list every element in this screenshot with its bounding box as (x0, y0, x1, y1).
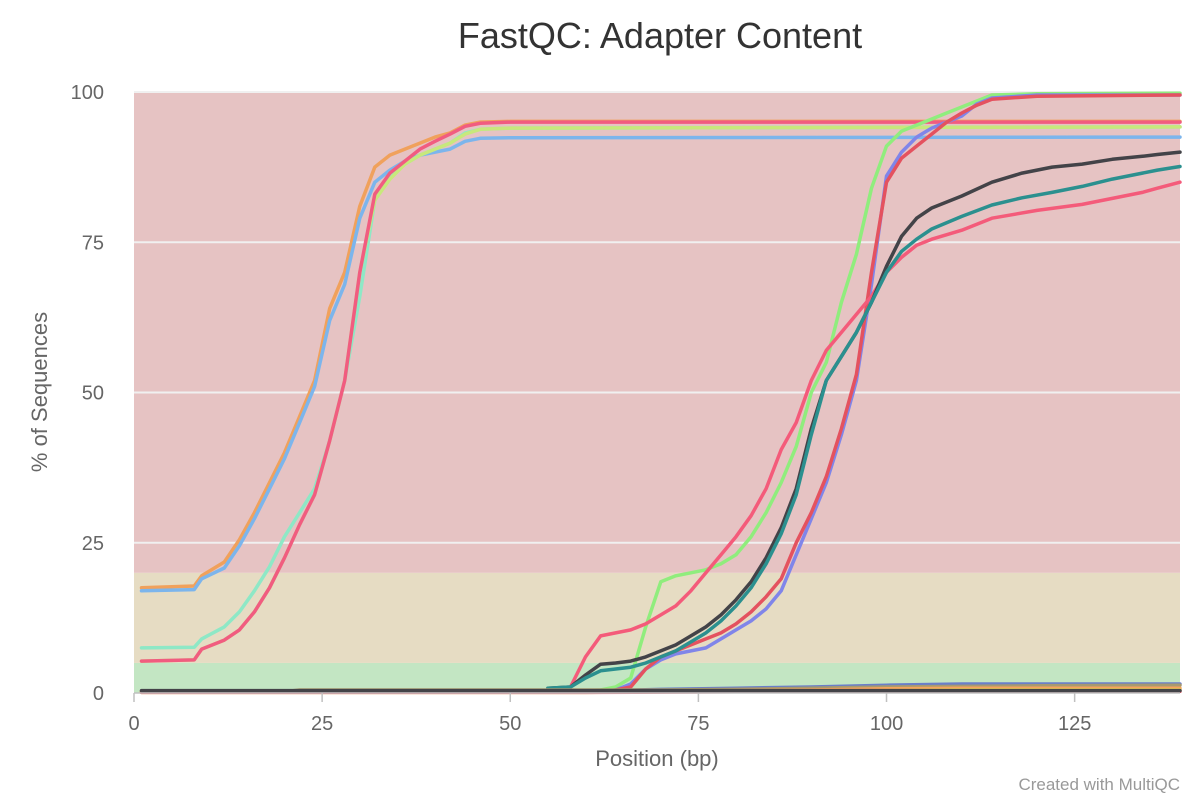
x-tick-label-0: 0 (128, 713, 139, 735)
series-line-8 (553, 180, 1182, 692)
y-tick-label-75: 75 (82, 232, 104, 254)
chart-title: FastQC: Adapter Content (458, 15, 862, 56)
y-tick-label-50: 50 (82, 383, 104, 405)
x-tick-label-75: 75 (687, 713, 709, 735)
credit-text: Created with MultiQC (1018, 775, 1180, 794)
x-tick-label-125: 125 (1058, 713, 1091, 735)
x-tick-label-50: 50 (499, 713, 521, 735)
band-2 (134, 92, 1180, 573)
series-line-4 (139, 120, 1182, 663)
x-tick-label-100: 100 (870, 713, 903, 735)
x-tick-label-25: 25 (311, 713, 333, 735)
series-lines (139, 91, 1182, 695)
axes: 0 25 50 75 100 125 0 25 50 75 100 (71, 82, 1180, 735)
x-axis-label: Position (bp) (595, 746, 719, 771)
y-tick-label-25: 25 (82, 533, 104, 555)
series-line-10 (546, 164, 1182, 690)
y-axis-label: % of Sequences (27, 312, 52, 472)
y-tick-label-100: 100 (71, 82, 104, 104)
series-line-5 (546, 91, 1182, 693)
series-line-1 (139, 135, 1182, 593)
y-tick-label-0: 0 (93, 683, 104, 705)
